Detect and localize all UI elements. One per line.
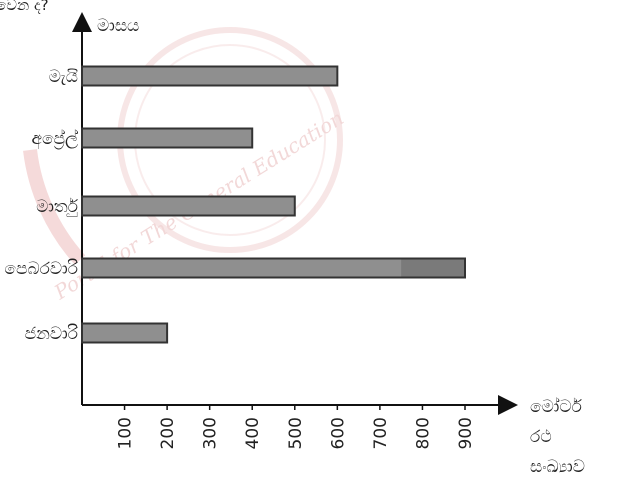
bars-layer: ජනවාරි පෙබරවාරි මාර්තු අප්‍රේල් මැයි: [4, 65, 466, 344]
x-axis-label-line-1: මෝටර්: [530, 397, 583, 417]
bar-3: [81, 127, 254, 149]
category-label-0: ජනවාරි: [25, 324, 79, 344]
bar-1-tail-shade: [401, 259, 464, 277]
x-tick-label-5: 600: [328, 417, 348, 449]
x-axis-label-line-2: රථ: [530, 427, 552, 447]
top-fragment-text: වෙන ද?: [0, 0, 49, 14]
y-axis-label: මාසය: [97, 16, 139, 36]
category-label-2: මාර්තු: [36, 197, 79, 217]
x-tick-label-0: 100: [116, 417, 136, 449]
x-tick-label-1: 200: [158, 417, 178, 449]
x-tick-label-3: 400: [243, 417, 263, 449]
x-tick-label-2: 300: [201, 417, 221, 449]
x-tick-label-7: 800: [413, 417, 433, 449]
x-axis-label-line-3: සංඛ්‍යාව: [530, 457, 585, 477]
bar-4: [81, 65, 339, 87]
category-label-4: මැයි: [49, 67, 78, 87]
x-tick-label-6: 700: [371, 417, 391, 449]
category-label-3: අප්‍රේල්: [31, 129, 78, 150]
category-label-1: පෙබරවාරි: [4, 259, 78, 279]
ticks-layer: 100 200 300 400 500 600 700 800 900: [116, 405, 476, 449]
bar-1: [81, 257, 466, 279]
x-tick-label-4: 500: [286, 417, 306, 449]
x-tick-label-8: 900: [456, 417, 476, 449]
bar-2: [81, 195, 296, 217]
bar-0: [81, 322, 169, 344]
